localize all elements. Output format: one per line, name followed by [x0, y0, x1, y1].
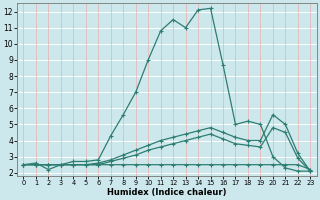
X-axis label: Humidex (Indice chaleur): Humidex (Indice chaleur) [107, 188, 227, 197]
